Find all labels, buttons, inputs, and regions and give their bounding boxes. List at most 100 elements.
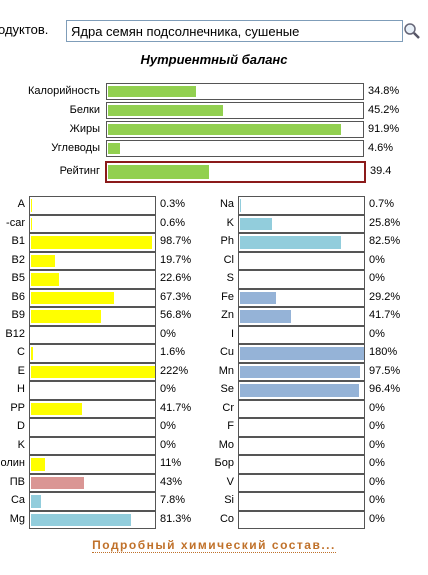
main-value: 91.9% xyxy=(368,122,400,135)
left-nutrient-track xyxy=(29,270,156,289)
right-nutrient-label: S xyxy=(226,272,234,285)
main-bar xyxy=(108,105,223,116)
right-nutrient-value: 0% xyxy=(369,401,385,414)
left-nutrient-label: B12 xyxy=(5,327,25,340)
right-nutrient-track xyxy=(238,196,365,215)
right-nutrient-bar xyxy=(240,310,292,323)
right-nutrient-value: 96.4% xyxy=(369,383,401,396)
right-nutrient-value: 82.5% xyxy=(369,235,401,248)
left-nutrient-track xyxy=(29,307,156,326)
main-value: 45.2% xyxy=(368,103,400,116)
left-nutrient-label: B1 xyxy=(11,235,25,248)
left-nutrient-track xyxy=(29,455,156,474)
left-nutrient-value: 1.6% xyxy=(160,346,186,359)
rating-track xyxy=(105,161,366,183)
left-nutrient-label: H xyxy=(17,383,25,396)
left-nutrient-value: 0% xyxy=(160,327,176,340)
left-nutrient-label: E xyxy=(17,364,25,377)
right-nutrient-label: Mo xyxy=(218,438,234,451)
left-nutrient-value: 7.8% xyxy=(160,494,186,507)
left-nutrient-label: ПВ xyxy=(9,475,25,488)
main-label: Жиры xyxy=(69,122,100,135)
right-nutrient-label: Co xyxy=(219,512,234,525)
left-nutrient-value: 41.7% xyxy=(160,401,192,414)
right-nutrient-track xyxy=(238,214,365,233)
title: Нутриентный баланс xyxy=(140,52,288,67)
right-nutrient-label: Ph xyxy=(220,235,234,248)
right-nutrient-label: Cu xyxy=(219,346,234,359)
left-nutrient-track xyxy=(29,251,156,270)
left-nutrient-value: 0% xyxy=(160,438,176,451)
left-nutrient-bar xyxy=(31,476,84,489)
left-nutrient-value: 43% xyxy=(160,475,183,488)
right-nutrient-track xyxy=(238,344,365,363)
right-nutrient-label: I xyxy=(230,327,234,340)
right-nutrient-track xyxy=(238,325,365,344)
header-label: одуктов. xyxy=(0,22,49,37)
left-nutrient-track xyxy=(29,325,156,344)
link-wrap: Подробный химический состав... xyxy=(0,538,428,553)
right-nutrient-value: 0.7% xyxy=(369,198,395,211)
right-nutrient-track xyxy=(238,436,365,455)
rating-bar xyxy=(108,165,210,179)
right-nutrient-value: 41.7% xyxy=(369,309,401,322)
right-nutrient-value: 25.8% xyxy=(369,216,401,229)
right-nutrient-label: Se xyxy=(220,383,234,396)
right-nutrient-label: Бор xyxy=(214,457,234,470)
search-input[interactable]: Ядра семян подсолнечника, сушеные xyxy=(66,20,403,42)
left-nutrient-value: 0% xyxy=(160,420,176,433)
right-nutrient-track xyxy=(238,418,365,437)
left-nutrient-value: 0.6% xyxy=(160,216,186,229)
left-nutrient-value: 22.6% xyxy=(160,272,192,285)
right-nutrient-bar xyxy=(240,236,342,249)
left-nutrient-label: C xyxy=(17,346,25,359)
left-nutrient-bar xyxy=(31,402,83,415)
right-nutrient-value: 0% xyxy=(369,457,385,470)
search-icon[interactable] xyxy=(403,22,421,40)
left-nutrient-track xyxy=(29,436,156,455)
rating-label: Рейтинг xyxy=(59,165,100,177)
main-track xyxy=(106,83,364,100)
left-nutrient-value: 11% xyxy=(160,457,182,470)
right-nutrient-bar xyxy=(240,291,276,304)
right-nutrient-track xyxy=(238,473,365,492)
left-nutrient-bar xyxy=(31,254,56,267)
left-nutrient-bar xyxy=(31,513,131,526)
right-nutrient-value: 0% xyxy=(369,512,385,525)
left-nutrient-label: A xyxy=(17,198,25,211)
right-nutrient-value: 0% xyxy=(369,438,385,451)
main-label: Калорийность xyxy=(27,84,100,97)
left-nutrient-track xyxy=(29,214,156,233)
left-nutrient-label: Mg xyxy=(9,512,25,525)
left-nutrient-track xyxy=(29,418,156,437)
left-nutrient-label: Ca xyxy=(10,494,25,507)
right-nutrient-value: 0% xyxy=(369,475,385,488)
main-bar xyxy=(108,86,197,97)
left-nutrient-value: 19.7% xyxy=(160,253,192,266)
right-nutrient-track xyxy=(238,288,365,307)
right-nutrient-track xyxy=(238,307,365,326)
main-track xyxy=(106,102,364,119)
left-nutrient-bar xyxy=(31,236,153,249)
left-nutrient-bar xyxy=(31,273,59,286)
right-nutrient-label: Mn xyxy=(218,364,234,377)
main-bar xyxy=(108,124,342,135)
main-track xyxy=(106,140,364,157)
right-nutrient-value: 97.5% xyxy=(369,364,401,377)
left-nutrient-track xyxy=(29,492,156,511)
details-link[interactable]: Подробный химический состав... xyxy=(92,538,336,553)
right-nutrient-value: 180% xyxy=(369,346,398,359)
right-nutrient-value: 0% xyxy=(369,327,385,340)
left-nutrient-bar xyxy=(31,458,45,471)
right-nutrient-value: 29.2% xyxy=(369,290,401,303)
right-nutrient-track xyxy=(238,362,365,381)
right-nutrient-label: F xyxy=(227,420,234,433)
right-nutrient-label: Na xyxy=(219,198,234,211)
right-nutrient-track xyxy=(238,251,365,270)
left-nutrient-label: K xyxy=(17,438,25,451)
right-nutrient-bar xyxy=(240,217,272,230)
left-nutrient-track xyxy=(29,233,156,252)
right-nutrient-bar xyxy=(240,384,359,397)
right-nutrient-label: K xyxy=(226,216,234,229)
